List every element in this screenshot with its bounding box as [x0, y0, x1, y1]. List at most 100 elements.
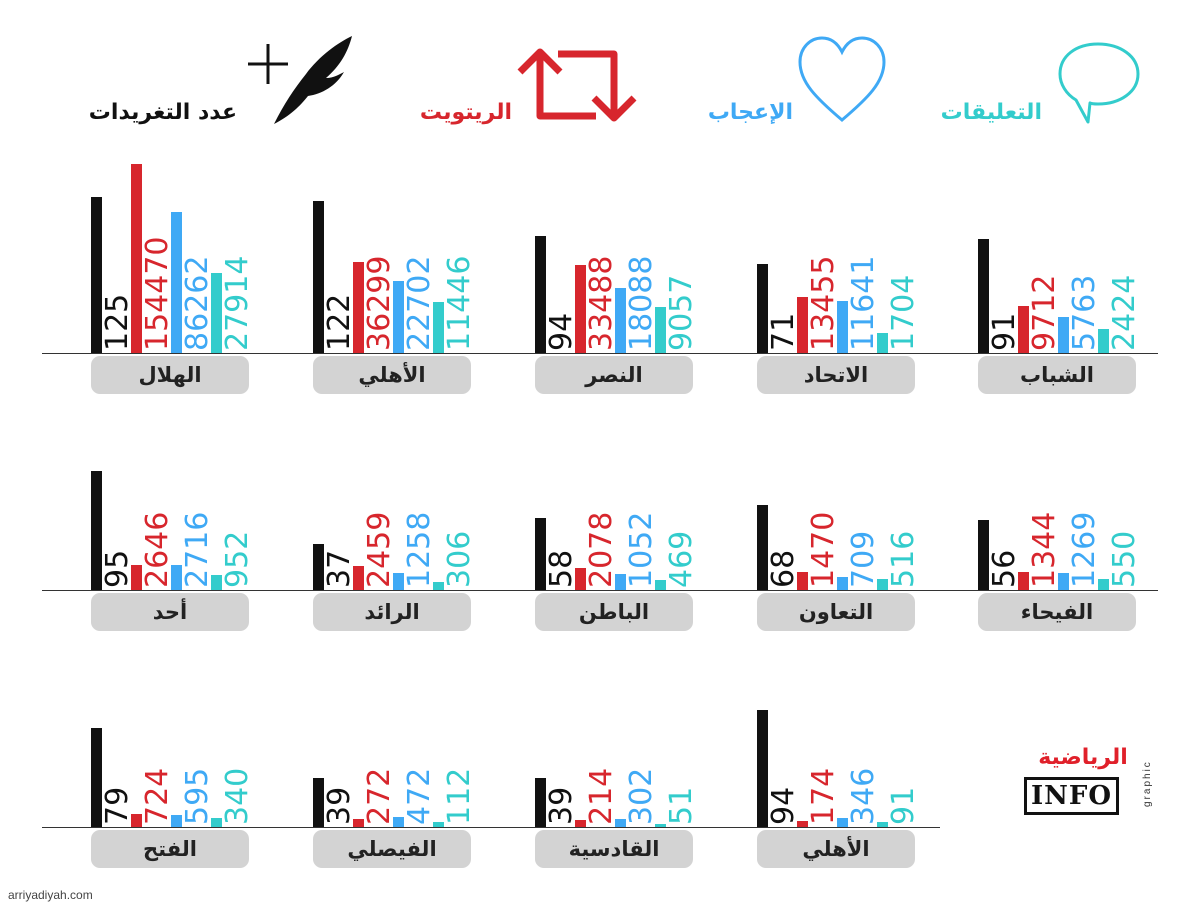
value-label-likes: 2716 [180, 511, 215, 588]
value-label-tweets: 94 [544, 312, 579, 351]
bar-retweets [353, 261, 364, 353]
legend-likes-label: الإعجاب [707, 100, 793, 125]
club-name-label: الفيحاء [978, 593, 1136, 631]
bar-comments [1098, 578, 1109, 590]
bar-likes [171, 212, 182, 353]
value-label-tweets: 91 [987, 312, 1022, 351]
bar-retweets [797, 820, 808, 827]
club-name-label: التعاون [757, 593, 915, 631]
club-name-label: الرائد [313, 593, 471, 631]
legend-tweets-label: عدد التغريدات [88, 100, 237, 125]
bar-tweets [313, 200, 324, 353]
legend-comments-label: التعليقات [940, 100, 1042, 125]
value-label-comments: 469 [664, 530, 699, 588]
value-label-likes: 472 [402, 767, 437, 825]
value-label-likes: 1258 [402, 511, 437, 588]
value-label-comments: 27914 [220, 255, 255, 351]
bar-comments [211, 818, 222, 827]
bar-likes [615, 818, 626, 827]
club-name-label: الفيصلي [313, 830, 471, 868]
logo-graphic-text: graphic [1142, 760, 1153, 807]
value-label-likes: 709 [846, 530, 881, 588]
value-label-likes: 11641 [846, 255, 881, 351]
bar-retweets [575, 265, 586, 353]
value-label-comments: 91 [886, 786, 921, 825]
brand-logo: الرياضية INFO graphic [1018, 745, 1153, 815]
value-label-retweets: 174 [806, 767, 841, 825]
speech-bubble-icon [1058, 42, 1140, 124]
bar-comments [1098, 329, 1109, 353]
club-name-label: القادسية [535, 830, 693, 868]
bar-tweets [757, 709, 768, 827]
bar-tweets [535, 235, 546, 353]
value-label-likes: 346 [846, 767, 881, 825]
value-label-tweets: 79 [100, 786, 135, 825]
heart-icon [798, 36, 886, 122]
bar-tweets [978, 520, 989, 590]
bar-comments [655, 307, 666, 353]
value-label-retweets: 272 [362, 767, 397, 825]
bar-retweets [1018, 305, 1029, 353]
bar-retweets [131, 565, 142, 590]
value-label-retweets: 2646 [140, 511, 175, 588]
quill-plus-icon [248, 36, 352, 124]
club-name-label: الأهلي [313, 356, 471, 394]
value-label-tweets: 94 [766, 786, 801, 825]
club-name-label: الهلال [91, 356, 249, 394]
bar-likes [393, 816, 404, 827]
bar-likes [837, 818, 848, 827]
value-label-comments: 112 [442, 767, 477, 825]
bar-tweets [91, 196, 102, 353]
value-label-likes: 1269 [1067, 511, 1102, 588]
value-label-retweets: 724 [140, 767, 175, 825]
bar-tweets [535, 778, 546, 827]
bar-likes [171, 564, 182, 590]
value-label-retweets: 2078 [584, 511, 619, 588]
value-label-tweets: 122 [322, 293, 357, 351]
value-label-comments: 1704 [886, 274, 921, 351]
value-label-comments: 306 [442, 530, 477, 588]
bar-comments [655, 823, 666, 827]
value-label-likes: 18088 [624, 255, 659, 351]
value-label-comments: 2424 [1107, 274, 1142, 351]
value-label-tweets: 58 [544, 549, 579, 588]
bar-retweets [575, 568, 586, 590]
bar-tweets [313, 778, 324, 827]
value-label-likes: 595 [180, 767, 215, 825]
value-label-tweets: 95 [100, 549, 135, 588]
club-name-label: أحد [91, 593, 249, 631]
bar-likes [615, 574, 626, 590]
value-label-tweets: 68 [766, 549, 801, 588]
value-label-likes: 86262 [180, 255, 215, 351]
baseline-row-1 [42, 353, 1158, 354]
bar-retweets [1018, 572, 1029, 590]
club-name-label: الشباب [978, 356, 1136, 394]
source-url: arriyadiyah.com [8, 888, 93, 902]
bar-likes [171, 815, 182, 827]
value-label-likes: 5763 [1067, 274, 1102, 351]
bar-comments [433, 581, 444, 590]
bar-comments [211, 272, 222, 353]
bar-tweets [91, 471, 102, 590]
value-label-retweets: 1470 [806, 511, 841, 588]
bar-tweets [535, 517, 546, 590]
bar-likes [1058, 572, 1069, 590]
value-label-retweets: 2459 [362, 511, 397, 588]
bar-likes [615, 288, 626, 353]
bar-likes [393, 572, 404, 590]
club-name-label: الباطن [535, 593, 693, 631]
value-label-retweets: 154470 [140, 236, 175, 351]
value-label-tweets: 56 [987, 549, 1022, 588]
bar-likes [837, 577, 848, 590]
value-label-tweets: 125 [100, 293, 135, 351]
value-label-tweets: 39 [544, 786, 579, 825]
bar-tweets [313, 543, 324, 590]
value-label-tweets: 71 [766, 312, 801, 351]
value-label-comments: 51 [664, 786, 699, 825]
bar-tweets [91, 728, 102, 827]
bar-comments [877, 579, 888, 590]
club-name-label: النصر [535, 356, 693, 394]
value-label-comments: 550 [1107, 530, 1142, 588]
value-label-retweets: 1344 [1027, 511, 1062, 588]
